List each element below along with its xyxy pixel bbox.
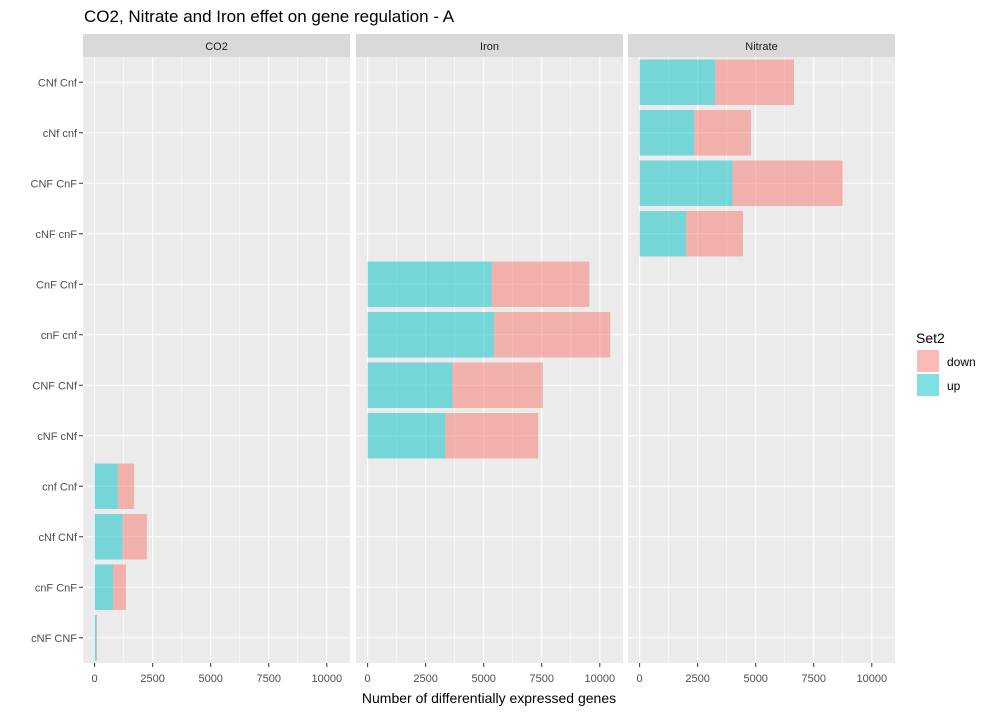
x-tick-label: 10000 <box>856 673 887 685</box>
bar-up <box>367 312 495 358</box>
x-tick-label: 7500 <box>529 673 553 685</box>
facet-strip-label: Iron <box>480 41 499 53</box>
y-tick-label: cnF CnF <box>35 582 77 594</box>
facet-nitrate: Nitrate 0 2500 5000 7500 10000 <box>628 34 895 685</box>
bar-down <box>452 362 543 408</box>
panel-background <box>356 57 623 663</box>
bar-up <box>367 413 446 459</box>
bar-up <box>94 463 118 509</box>
x-tick-label: 5000 <box>198 673 222 685</box>
bar-down <box>694 110 752 156</box>
y-tick-label: cNf cnf <box>43 128 78 140</box>
x-tick-label: 5000 <box>743 673 767 685</box>
panel-background <box>628 57 895 663</box>
facet-strip-label: CO2 <box>205 41 228 53</box>
y-tick-label: cNF CNF <box>31 633 77 645</box>
chart-title: CO2, Nitrate and Iron effet on gene regu… <box>84 7 455 26</box>
y-tick-label: cnF cnf <box>41 330 78 342</box>
bar-down <box>732 160 843 206</box>
bar-up <box>367 362 453 408</box>
legend-key-up <box>917 374 939 396</box>
x-tick-label: 0 <box>365 673 371 685</box>
bar-up <box>94 615 97 661</box>
x-tick-label: 10000 <box>311 673 342 685</box>
bar-up <box>94 564 114 610</box>
x-tick-label: 10000 <box>584 673 615 685</box>
x-tick-label: 7500 <box>256 673 280 685</box>
y-tick-label: cNf CNf <box>39 532 78 544</box>
facet-strip <box>628 34 895 57</box>
y-axis: CNf Cnf cNf cnf CNF CnF cNF cnF CnF Cnf cnF c… <box>31 77 83 645</box>
legend-label-up: up <box>947 379 961 393</box>
bar-down <box>715 59 795 105</box>
bar-down <box>117 463 135 509</box>
x-axis-title: Number of differentially expressed genes <box>362 690 616 706</box>
facet-iron: Iron 0 2500 5000 7500 10000 <box>356 34 623 685</box>
facet-strip <box>356 34 623 57</box>
bar-down <box>494 312 611 358</box>
y-tick-label: CnF Cnf <box>36 279 78 291</box>
bar-up <box>367 261 492 307</box>
bar-up <box>639 211 687 257</box>
panel-background <box>83 57 350 663</box>
y-tick-label: CNf Cnf <box>38 77 78 89</box>
facet-strip-label: Nitrate <box>745 41 777 53</box>
bar-down <box>113 564 126 610</box>
legend-key-down <box>917 350 939 372</box>
legend-title: Set2 <box>916 330 945 346</box>
x-tick-label: 0 <box>92 673 98 685</box>
bar-up <box>639 59 716 105</box>
x-tick-label: 2500 <box>140 673 164 685</box>
x-tick-label: 7500 <box>801 673 825 685</box>
bar-down <box>491 261 590 307</box>
bar-up <box>94 514 123 560</box>
x-tick-label: 2500 <box>413 673 437 685</box>
facet-strip <box>83 34 350 57</box>
bar-up <box>639 160 733 206</box>
bar-down <box>122 514 147 560</box>
x-tick-label: 2500 <box>685 673 709 685</box>
y-tick-label: CNF CnF <box>31 178 78 190</box>
facet-co2: CO2 0 2500 5000 7500 10000 <box>83 34 350 685</box>
legend-label-down: down <box>947 355 976 369</box>
bar-down <box>686 211 743 257</box>
y-tick-label: cNF cnF <box>35 229 77 241</box>
x-tick-label: 5000 <box>471 673 495 685</box>
y-tick-label: cNF cNf <box>37 431 78 443</box>
facet-panels: CO2 0 2500 5000 7500 10000 Iron 0 2500 5000 7500 10… <box>83 34 895 685</box>
legend: Set2 down up <box>916 330 976 396</box>
y-tick-label: cnf Cnf <box>42 481 78 493</box>
x-tick-label: 0 <box>637 673 643 685</box>
bar-up <box>639 110 695 156</box>
y-tick-label: CNF CNf <box>32 380 78 392</box>
bar-down <box>445 413 539 459</box>
